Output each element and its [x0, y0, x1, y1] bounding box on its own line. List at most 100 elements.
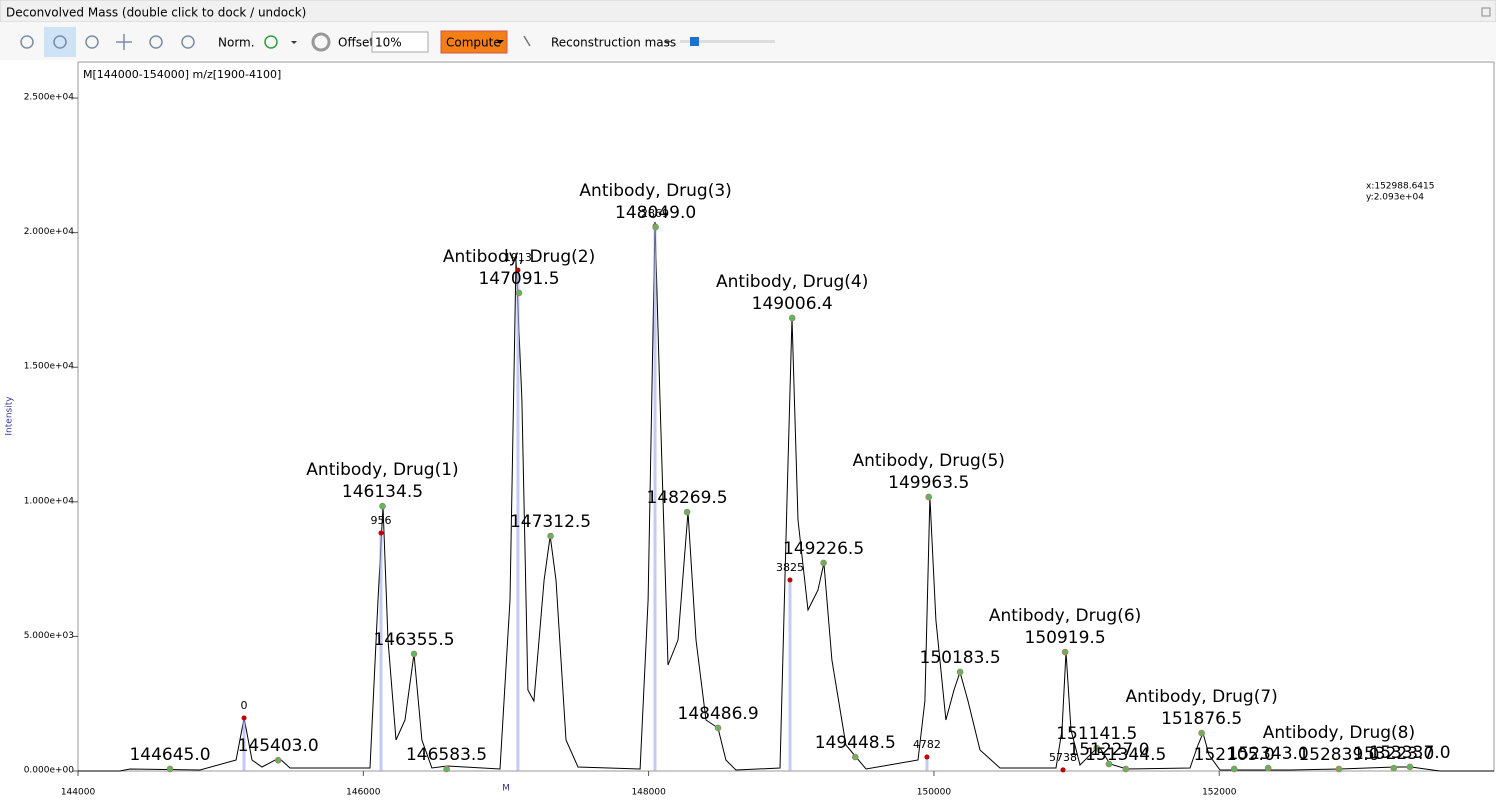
y-axis-label: Intensity: [5, 396, 15, 436]
y-tick-label: 0.000e+00: [24, 766, 75, 776]
peak-name-label: Antibody, Drug(8): [1263, 723, 1415, 743]
cursor-x: x:152988.6415: [1366, 182, 1434, 192]
peak-point: [1105, 760, 1113, 768]
marker-point: [241, 715, 247, 721]
y-tick-label: 1.000e+04: [24, 496, 75, 506]
peak-mass-label: 149226.5: [783, 539, 864, 559]
slider-thumb[interactable]: [690, 37, 699, 46]
peak-mass-label: 149963.5: [888, 473, 969, 493]
pan[interactable]: [116, 34, 132, 50]
marker-offset: 3825: [776, 561, 804, 574]
peak-mass-label: 152839.0: [1298, 745, 1379, 765]
marker-offset: 4782: [913, 738, 941, 751]
peak-name-label: Antibody, Drug(1): [306, 460, 458, 480]
peak-point: [1335, 765, 1343, 773]
back[interactable]: [149, 35, 163, 49]
peak-mass-label: 147091.5: [478, 269, 559, 289]
peak-point: [788, 314, 796, 322]
zoom-in-active[interactable]: [44, 27, 76, 57]
peak-name-label: Antibody, Drug(6): [989, 606, 1141, 626]
peak-mass-label: 144645.0: [129, 745, 210, 765]
peak-point: [956, 668, 964, 676]
x-tick-label: 152000: [1202, 788, 1237, 798]
peak-mass-label: 149448.5: [815, 733, 896, 753]
peak-mass-label: 152343.0: [1228, 744, 1309, 764]
peak-point: [1061, 648, 1069, 656]
peak-name-label: Antibody, Drug(2): [443, 247, 595, 267]
x-marker-label: M: [502, 784, 510, 794]
peak-mass-label: 151344.5: [1085, 745, 1166, 765]
peak-mass-label: 153223.0: [1353, 744, 1434, 764]
marker-point: [1060, 767, 1066, 773]
x-tick-label: 148000: [631, 788, 666, 798]
peak-point: [166, 765, 174, 773]
peak-mass-label: 147312.5: [510, 512, 591, 532]
peak-point: [274, 756, 282, 764]
peak-point: [1122, 765, 1130, 773]
y-tick-label: 1.500e+04: [24, 362, 75, 372]
mode-select[interactable]: Reconstruction mass: [551, 36, 676, 50]
peak-mass-label: 151876.5: [1161, 709, 1242, 729]
peak-point: [443, 765, 450, 773]
zoom-out[interactable]: [85, 35, 99, 49]
peak-mass-label: 146134.5: [342, 482, 423, 502]
zoom-fit[interactable]: [20, 35, 34, 49]
peak-point: [925, 493, 933, 501]
offset-input[interactable]: [371, 31, 429, 53]
peak-name-label: Antibody, Drug(5): [853, 451, 1005, 471]
marker-offset: 2869: [641, 207, 669, 220]
y-tick-label: 5.000e+03: [24, 631, 74, 641]
peak-point: [1406, 763, 1414, 771]
dropdown-arrow[interactable]: [291, 41, 297, 44]
toolbar-icons: [20, 27, 531, 57]
x-tick-label: 146000: [346, 788, 381, 798]
marker-offset: 956: [371, 514, 392, 527]
slider-track[interactable]: [680, 40, 775, 43]
compute-button[interactable]: [440, 30, 508, 54]
peak-mass-label: 153337.0: [1369, 743, 1450, 763]
peak-mass-label: 148049.0: [615, 203, 696, 223]
dock-button[interactable]: [1481, 7, 1491, 17]
offset-value[interactable]: 10%: [375, 36, 402, 50]
marker-point: [515, 267, 521, 273]
plot-title: M[144000-154000] m/z[1900-4100]: [83, 68, 281, 81]
plot-area: [77, 61, 1495, 772]
peak-point: [1390, 764, 1398, 772]
peak-point: [515, 289, 523, 297]
peak-mass-label: 148486.9: [678, 704, 759, 724]
x-tick-label: 150000: [917, 788, 952, 798]
peak-point: [1093, 744, 1101, 752]
peak-name-label: Antibody, Drug(4): [716, 272, 868, 292]
offset-label: Offset:: [338, 36, 378, 50]
peak-point: [683, 508, 691, 516]
peak-name-label: Antibody, Drug(7): [1125, 687, 1277, 707]
peak-mass-label: 151141.5: [1056, 724, 1137, 744]
peak-point: [1264, 764, 1272, 772]
add-icon[interactable]: [264, 35, 278, 49]
peak-point: [1230, 765, 1238, 773]
y-tick-label: 2.000e+04: [24, 227, 75, 237]
marker-offset: 5738: [1049, 751, 1077, 764]
mode-arrow[interactable]: [665, 41, 671, 44]
peak-mass-label: 151227.0: [1068, 740, 1149, 760]
tool-icon[interactable]: [523, 35, 531, 47]
forward[interactable]: [181, 35, 195, 49]
marker-point: [924, 754, 930, 760]
peak-name-label: Antibody, Drug(3): [579, 181, 731, 201]
peak-mass-label: 150183.5: [920, 648, 1001, 668]
compute-label[interactable]: Compute: [446, 36, 501, 50]
y-tick-label: 2.500e+04: [24, 93, 75, 103]
peak-mass-label: 148269.5: [647, 488, 728, 508]
peak-point: [547, 532, 554, 540]
cursor-y: y:2.093e+04: [1366, 193, 1424, 203]
peak-mass-label: 146583.5: [406, 745, 487, 765]
peak-point: [410, 650, 418, 658]
norm-button[interactable]: Norm.: [218, 36, 255, 50]
peak-mass-label: 149006.4: [752, 294, 833, 314]
marker-offset: 1913: [504, 251, 532, 264]
zoom-in[interactable]: [53, 35, 67, 49]
compute-arrow[interactable]: [496, 40, 504, 44]
peak-point: [714, 724, 722, 732]
settings[interactable]: [311, 32, 331, 52]
